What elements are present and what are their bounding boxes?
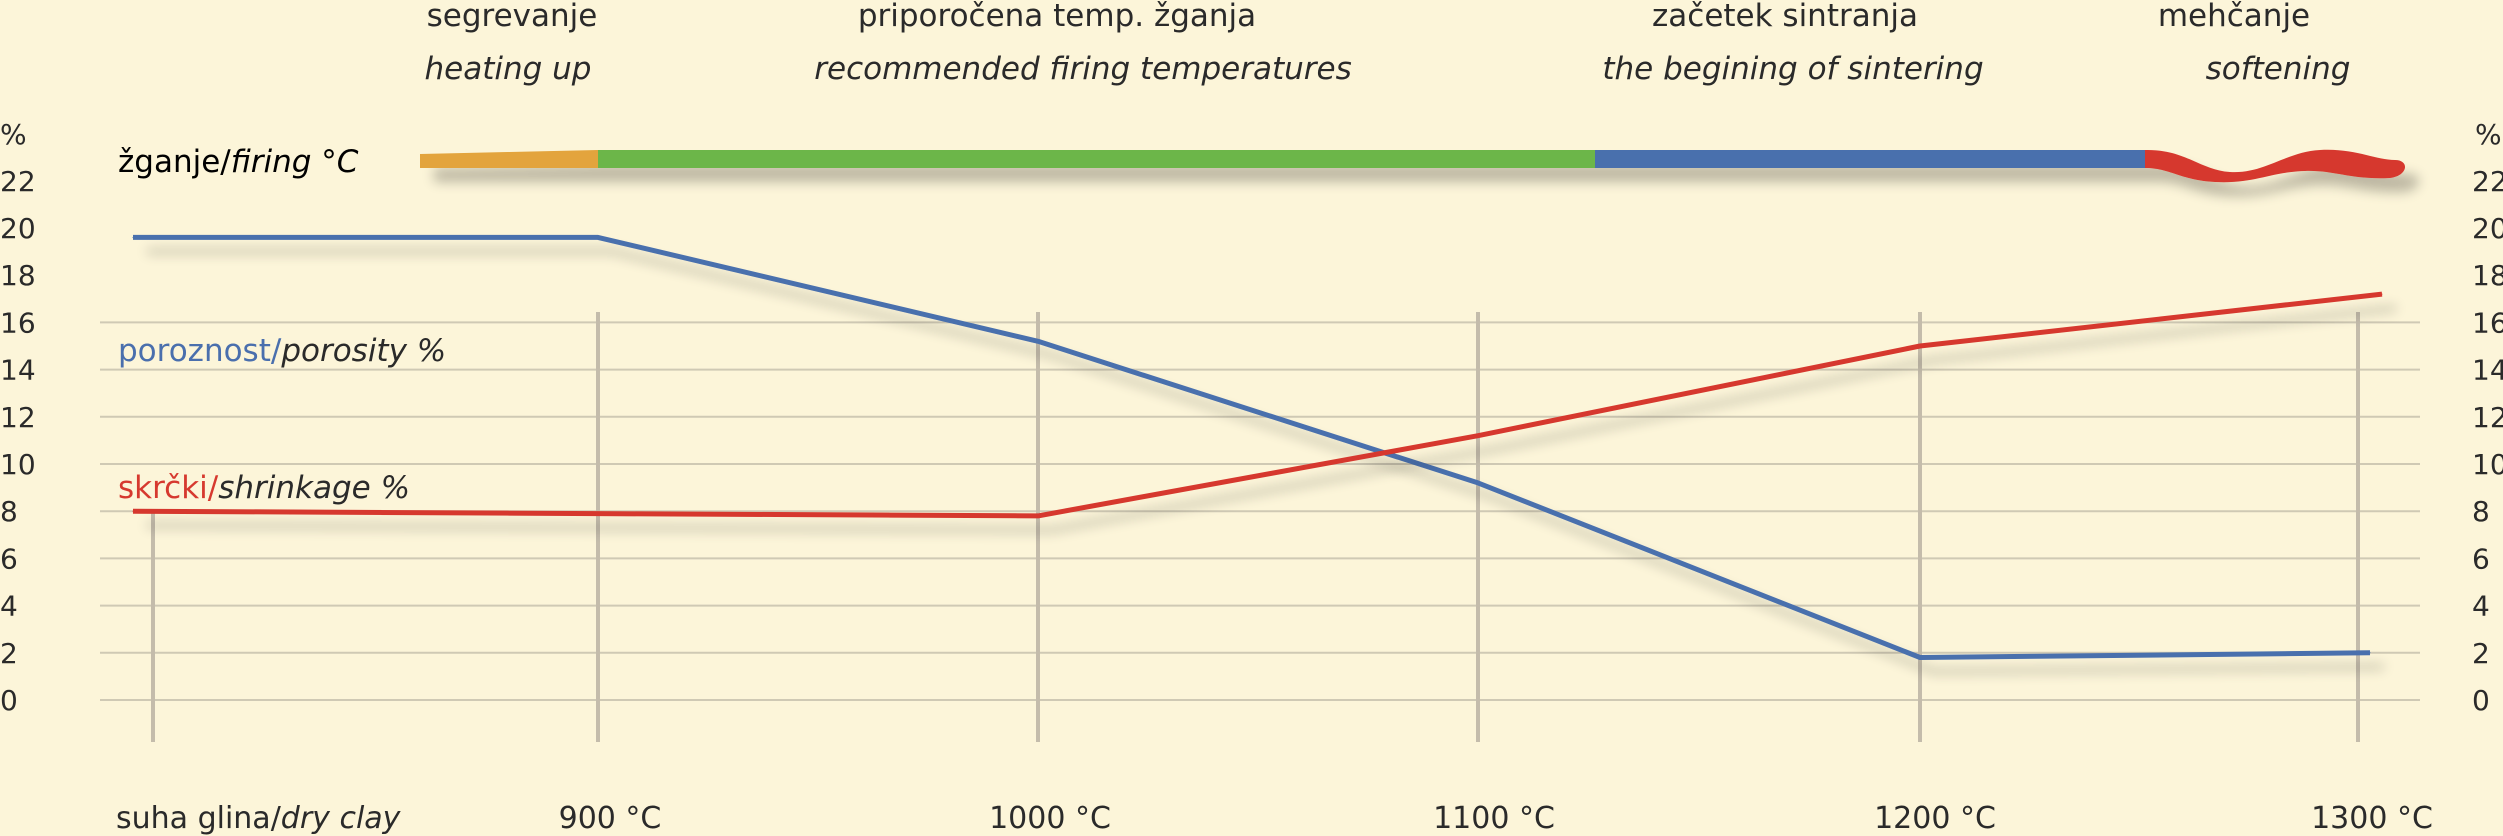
y-tick-right-6: 6 [2472, 542, 2490, 575]
x-tick-dry-italic: dry clay [281, 801, 402, 836]
y-tick-left-10: 10 [0, 448, 36, 481]
series-0-point-5 [2369, 652, 2371, 654]
porosity-series-label: poroznost/porosity % [118, 333, 446, 369]
y-tick-right-10: 10 [2472, 448, 2503, 481]
firing-segment-recommended [598, 150, 1595, 168]
x-tick-dry-clay: suha glina/dry clay [116, 801, 402, 836]
x-tick-1000: 1000 °C [989, 801, 1111, 836]
y-unit-left: % [0, 118, 27, 151]
y-tick-left-0: 0 [0, 684, 18, 717]
phase-softening-title: mehčanje [2158, 0, 2310, 34]
series-0-point-1 [597, 236, 599, 238]
phase-headings: segrevanje heating up priporočena temp. … [425, 0, 2351, 87]
firing-label-main: žganje/ [118, 144, 231, 180]
x-tick-1200: 1200 °C [1874, 801, 1996, 836]
y-tick-right-2: 2 [2472, 637, 2490, 670]
series-line-0 [133, 234, 2371, 660]
y-tick-right-20: 20 [2472, 212, 2503, 245]
y-tick-left-16: 16 [0, 306, 36, 339]
y-tick-right-16: 16 [2472, 306, 2503, 339]
y-tick-right-22: 22 [2472, 165, 2503, 198]
x-axis: suha glina/dry clay 900 °C 1000 °C 1100 … [116, 801, 2433, 836]
firing-segment-heating [420, 150, 598, 168]
phase-recommended-title: priporočena temp. žganja [858, 0, 1256, 34]
porosity-label-main: poroznost/ [118, 333, 282, 369]
series-0-point-2 [1037, 340, 1039, 342]
series-0-point-0 [132, 236, 134, 238]
shrinkage-label-italic: shrinkage % [218, 470, 410, 506]
y-tick-left-2: 2 [0, 637, 18, 670]
firing-bar [420, 149, 2406, 183]
y-tick-right-8: 8 [2472, 495, 2490, 528]
firing-segment-softening [2145, 149, 2406, 183]
y-tick-right-0: 0 [2472, 684, 2490, 717]
series-0-point-4 [1919, 657, 1921, 659]
series-1-point-0 [132, 510, 134, 512]
y-tick-right-14: 14 [2472, 354, 2503, 387]
category-lines [151, 312, 2360, 742]
series-1-point-5 [2381, 293, 2383, 295]
y-tick-left-22: 22 [0, 165, 36, 198]
firing-bar-label: žganje/firing °C [118, 144, 359, 180]
series-0-point-3 [1477, 482, 1479, 484]
firing-segment-sintering [1595, 150, 2145, 168]
x-tick-dry-main: suha glina/ [116, 801, 282, 836]
y-tick-left-12: 12 [0, 401, 36, 434]
y-tick-left-18: 18 [0, 259, 36, 292]
series-1-point-3 [1477, 435, 1479, 437]
porosity-label-italic: porosity % [280, 333, 446, 369]
phase-heating-subtitle: heating up [425, 51, 592, 87]
phase-softening-subtitle: softening [2206, 51, 2351, 87]
y-tick-left-6: 6 [0, 542, 18, 575]
y-tick-right-12: 12 [2472, 401, 2503, 434]
y-unit-right: % [2475, 118, 2502, 151]
y-tick-right-4: 4 [2472, 590, 2490, 623]
y-tick-left-4: 4 [0, 590, 18, 623]
series-1-point-2 [1037, 515, 1039, 517]
y-axis-right: 0 2 4 6 8 10 12 14 16 18 20 22 [2472, 165, 2503, 717]
shrinkage-series-label: skrčki/shrinkage % [118, 470, 410, 506]
y-tick-left-20: 20 [0, 212, 36, 245]
y-tick-left-8: 8 [0, 495, 18, 528]
series-1-point-4 [1919, 345, 1921, 347]
y-axis-left: 0 2 4 6 8 10 12 14 16 18 20 22 [0, 165, 36, 717]
series-1-point-1 [597, 513, 599, 515]
phase-sintering-title: začetek sintranja [1652, 0, 1918, 34]
x-tick-1300: 1300 °C [2311, 801, 2433, 836]
phase-sintering-subtitle: the begining of sintering [1602, 51, 1983, 87]
series-lines [132, 234, 2383, 660]
y-tick-left-14: 14 [0, 354, 36, 387]
shrinkage-label-main: skrčki/ [118, 470, 219, 506]
x-tick-900: 900 °C [559, 801, 662, 836]
phase-recommended-subtitle: recommended firing temperatures [814, 51, 1351, 87]
series-line-1 [132, 291, 2383, 519]
y-tick-right-18: 18 [2472, 259, 2503, 292]
x-tick-1100: 1100 °C [1433, 801, 1555, 836]
firing-label-italic: firing °C [231, 144, 359, 180]
phase-heating-title: segrevanje [427, 0, 598, 34]
